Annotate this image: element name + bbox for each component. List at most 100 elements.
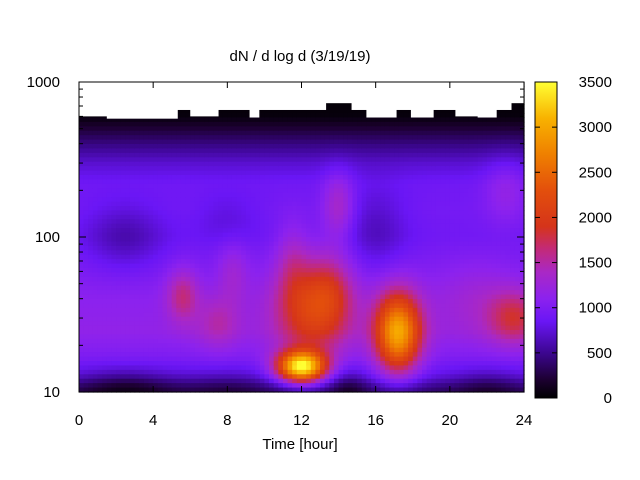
heatmap-cell: [185, 343, 191, 349]
heatmap-cell: [79, 130, 85, 136]
heatmap-cell: [139, 210, 145, 216]
heatmap-cell: [315, 241, 321, 247]
heatmap-cell: [120, 347, 126, 353]
heatmap-cell: [310, 369, 317, 375]
heatmap-cell: [278, 378, 284, 384]
heatmap-cell: [320, 338, 326, 344]
heatmap-cell: [157, 237, 164, 243]
heatmap-cell: [139, 365, 145, 371]
heatmap-cell: [148, 378, 154, 384]
heatmap-cell: [287, 175, 293, 181]
heatmap-cell: [273, 170, 279, 176]
heatmap-cell: [287, 338, 293, 344]
heatmap-cell: [250, 192, 256, 198]
heatmap-cell: [213, 268, 219, 274]
heatmap-cell: [88, 170, 94, 176]
heatmap-cell: [162, 299, 168, 305]
heatmap-cell: [310, 152, 317, 158]
heatmap-cell: [245, 299, 252, 305]
heatmap-cell: [83, 383, 89, 389]
heatmap-cell: [180, 299, 187, 305]
heatmap-cell: [79, 152, 85, 158]
heatmap-cell: [287, 290, 293, 296]
heatmap-cell: [227, 330, 233, 336]
heatmap-cell: [255, 183, 261, 189]
heatmap-cell: [236, 303, 242, 309]
heatmap-cell: [329, 378, 335, 384]
heatmap-cell: [185, 369, 191, 375]
heatmap-cell: [139, 170, 145, 176]
heatmap-cell: [153, 352, 159, 358]
heatmap-cell: [389, 206, 395, 212]
heatmap-cell: [343, 347, 349, 353]
heatmap-cell: [273, 334, 279, 340]
heatmap-cell: [315, 343, 321, 349]
heatmap-cell: [185, 117, 191, 123]
heatmap-cell: [324, 374, 330, 380]
heatmap-cell: [176, 228, 182, 234]
heatmap-cell: [125, 135, 131, 141]
heatmap-cell: [296, 374, 303, 380]
heatmap-cell: [375, 175, 381, 181]
heatmap-cell: [180, 237, 187, 243]
heatmap-cell: [125, 299, 131, 305]
heatmap-cell: [292, 214, 298, 220]
heatmap-cell: [403, 294, 409, 300]
heatmap-cell: [153, 325, 159, 331]
heatmap-cell: [102, 130, 108, 136]
heatmap-cell: [384, 383, 391, 389]
heatmap-cell: [171, 223, 177, 229]
heatmap-cell: [380, 374, 386, 380]
heatmap-cell: [292, 307, 298, 313]
heatmap-cell: [371, 290, 377, 296]
heatmap-cell: [83, 334, 89, 340]
heatmap-cell: [129, 387, 136, 393]
heatmap-cell: [310, 307, 317, 313]
heatmap-cell: [92, 347, 99, 353]
heatmap-cell: [194, 201, 201, 207]
heatmap-cell: [269, 325, 275, 331]
heatmap-cell: [310, 117, 317, 123]
heatmap-cell: [347, 214, 354, 220]
heatmap-cell: [273, 347, 279, 353]
heatmap-cell: [371, 338, 377, 344]
heatmap-cell: [218, 378, 224, 384]
heatmap-cell: [403, 210, 409, 216]
heatmap-cell: [380, 281, 386, 287]
heatmap-cell: [143, 312, 150, 318]
heatmap-cell: [218, 232, 224, 238]
heatmap-cell: [153, 232, 159, 238]
heatmap-cell: [371, 175, 377, 181]
heatmap-cell: [380, 268, 386, 274]
heatmap-cell: [278, 188, 284, 194]
heatmap-cell: [120, 369, 126, 375]
heatmap-cell: [292, 303, 298, 309]
heatmap-cell: [106, 383, 113, 389]
heatmap-cell: [380, 166, 386, 172]
heatmap-cell: [278, 334, 284, 340]
heatmap-cell: [384, 299, 391, 305]
heatmap-cell: [245, 144, 252, 150]
heatmap-cell: [320, 157, 326, 163]
heatmap-cell: [324, 179, 330, 185]
heatmap-cell: [204, 307, 210, 313]
heatmap-cell: [329, 228, 335, 234]
heatmap-cell: [338, 148, 344, 154]
heatmap-cell: [208, 281, 215, 287]
heatmap-cell: [371, 343, 377, 349]
heatmap-cell: [255, 210, 261, 216]
heatmap-cell: [79, 263, 85, 269]
heatmap-cell: [102, 356, 108, 362]
heatmap-cell: [111, 126, 117, 132]
heatmap-cell: [102, 144, 108, 150]
heatmap-cell: [333, 281, 340, 287]
heatmap-cell: [296, 378, 303, 384]
heatmap-cell: [361, 356, 367, 362]
heatmap-cell: [176, 294, 182, 300]
heatmap-cell: [222, 197, 228, 203]
heatmap-cell: [315, 303, 321, 309]
heatmap-cell: [398, 188, 405, 194]
heatmap-cell: [278, 312, 284, 318]
heatmap-cell: [97, 347, 103, 353]
heatmap-cell: [111, 303, 117, 309]
